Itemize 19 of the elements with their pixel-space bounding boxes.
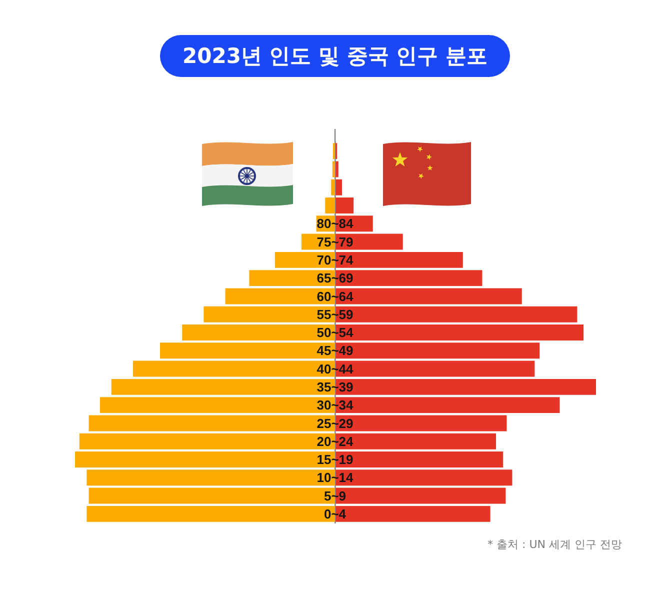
y-tick-label: 45~49 bbox=[316, 343, 354, 358]
y-tick-label: 5~9 bbox=[324, 488, 346, 504]
y-tick-label: 75~79 bbox=[316, 234, 354, 250]
y-tick-label: 70~74 bbox=[316, 252, 354, 268]
y-tick-label: 0~4 bbox=[324, 506, 347, 522]
y-tick-label: 55~59 bbox=[316, 306, 354, 322]
y-tick-label: 25~29 bbox=[316, 416, 354, 431]
y-tick-label: 10~14 bbox=[316, 470, 354, 486]
y-tick-label: 65~69 bbox=[316, 270, 354, 286]
y-tick-label: 30~34 bbox=[316, 398, 354, 413]
y-tick-label: 80~84 bbox=[316, 216, 354, 232]
y-tick-label: 50~54 bbox=[316, 325, 354, 340]
y-tick-label: 40~44 bbox=[316, 361, 354, 376]
chart-title: 2023년 인도 및 중국 인구 분포 bbox=[160, 35, 510, 77]
y-tick-label: 20~24 bbox=[316, 434, 354, 449]
y-tick-label: 60~64 bbox=[316, 288, 354, 304]
text: * 출처 : UN 세계 인구 전망 bbox=[488, 537, 622, 552]
y-tick-label: 35~39 bbox=[316, 380, 354, 395]
y-tick-label: 15~19 bbox=[316, 452, 354, 468]
